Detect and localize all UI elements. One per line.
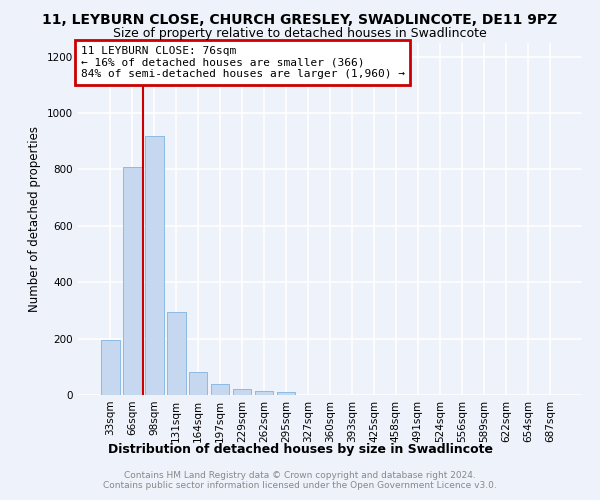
Bar [101,340,119,395]
Text: 11 LEYBURN CLOSE: 76sqm
← 16% of detached houses are smaller (366)
84% of semi-d: 11 LEYBURN CLOSE: 76sqm ← 16% of detache… [80,46,404,79]
Bar [167,312,185,395]
Bar [233,389,251,395]
Text: Distribution of detached houses by size in Swadlincote: Distribution of detached houses by size … [107,442,493,456]
Bar [277,392,295,395]
Bar [211,384,229,395]
Bar [255,392,274,395]
Y-axis label: Number of detached properties: Number of detached properties [28,126,41,312]
Bar [145,136,164,395]
Bar [123,166,142,395]
Text: Size of property relative to detached houses in Swadlincote: Size of property relative to detached ho… [113,28,487,40]
Bar [189,372,208,395]
Text: Contains HM Land Registry data © Crown copyright and database right 2024.
Contai: Contains HM Land Registry data © Crown c… [103,470,497,490]
Text: 11, LEYBURN CLOSE, CHURCH GRESLEY, SWADLINCOTE, DE11 9PZ: 11, LEYBURN CLOSE, CHURCH GRESLEY, SWADL… [43,12,557,26]
